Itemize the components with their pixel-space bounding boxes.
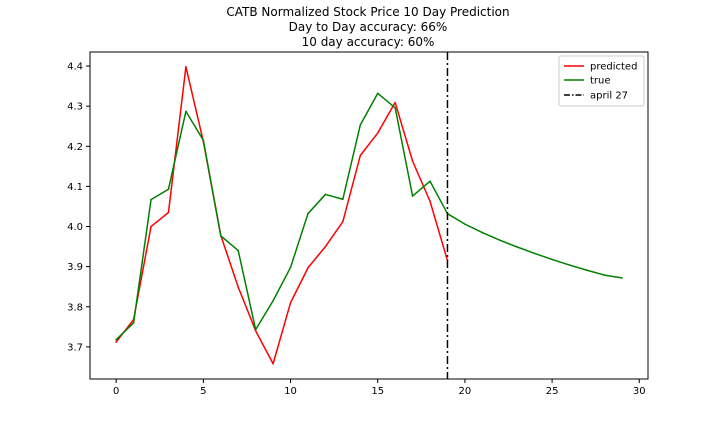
data-point-true-5 [202, 139, 205, 142]
data-point-true-20 [464, 223, 466, 225]
data-point-predicted-8 [254, 330, 257, 332]
data-point-true-27 [586, 269, 588, 272]
data-point-true-2 [150, 198, 152, 201]
data-point-true-22 [498, 239, 501, 241]
data-point-true-3 [167, 188, 170, 191]
data-point-true-26 [568, 264, 571, 266]
data-point-predicted-10 [289, 301, 292, 304]
x-tick-label-30: 30 [633, 386, 646, 397]
x-tick-label-25: 25 [546, 386, 559, 397]
title-line-1: CATB Normalized Stock Price 10 Day Predi… [226, 5, 509, 19]
data-point-true-24 [533, 252, 536, 255]
data-point-true-28 [603, 274, 606, 276]
y-tick-label-4.3: 4.3 [67, 102, 83, 113]
plot-frame [89, 51, 649, 380]
series-line-predicted [115, 66, 449, 365]
data-point-true-25 [551, 258, 553, 261]
y-tick-label-3.9: 3.9 [67, 262, 83, 273]
y-tick-label-3.8: 3.8 [67, 302, 83, 313]
y-tick-label-4.2: 4.2 [67, 142, 83, 153]
data-point-true-6 [219, 234, 222, 237]
x-tick-label-20: 20 [459, 386, 472, 397]
x-tick-label-0: 0 [113, 386, 119, 397]
data-point-true-16 [394, 106, 396, 109]
data-point-predicted-13 [342, 220, 344, 223]
data-point-predicted-18 [429, 200, 431, 203]
data-point-true-7 [237, 249, 240, 252]
legend-label-true: true [590, 76, 611, 87]
data-point-predicted-14 [359, 154, 362, 157]
data-point-predicted-0 [115, 341, 117, 343]
data-point-true-12 [324, 193, 327, 196]
data-point-true-15 [376, 92, 379, 95]
x-tick-label-15: 15 [371, 386, 384, 397]
data-point-predicted-7 [237, 286, 240, 288]
data-point-predicted-4 [185, 66, 187, 68]
y-tick-label-3.7: 3.7 [67, 342, 83, 353]
data-point-true-21 [481, 231, 484, 234]
data-point-predicted-15 [376, 132, 379, 134]
data-point-predicted-9 [272, 362, 274, 365]
x-tick-label-10: 10 [284, 386, 297, 397]
axes-layer: 0 5 10 15 20 25 30 3.7 3.8 3.9 4.0 4.1 4.2 4.3 4.4 [67, 51, 649, 397]
data-point-true-11 [307, 212, 309, 215]
data-point-predicted-2 [150, 225, 152, 228]
legend-label-predicted: predicted [590, 62, 637, 73]
legend: predicted true april 27 [558, 55, 645, 107]
data-point-true-4 [185, 110, 187, 113]
x-tick-label-5: 5 [200, 386, 206, 397]
data-point-true-29 [621, 277, 623, 279]
chart-title: CATB Normalized Stock Price 10 Day Predi… [226, 5, 509, 49]
data-point-true-14 [359, 124, 362, 126]
data-point-true-18 [429, 180, 431, 182]
data-point-true-0 [115, 338, 117, 341]
data-point-true-17 [411, 195, 414, 197]
series-line-true [115, 92, 623, 341]
title-line-3: 10 day accuracy: 60% [302, 35, 435, 49]
title-line-2: Day to Day accuracy: 66% [289, 20, 448, 34]
data-point-predicted-17 [411, 160, 414, 162]
data-point-true-23 [516, 246, 519, 248]
data-point-predicted-3 [167, 211, 170, 214]
y-tick-label-4.0: 4.0 [67, 222, 83, 233]
data-point-true-1 [132, 322, 135, 324]
y-tick-label-4.1: 4.1 [67, 182, 83, 193]
data-point-predicted-12 [324, 245, 327, 248]
y-tick-label-4.4: 4.4 [67, 62, 83, 73]
data-point-predicted-16 [394, 101, 396, 104]
legend-label-april-27: april 27 [590, 91, 628, 102]
legend-box [558, 55, 645, 107]
data-point-true-8 [254, 328, 257, 331]
data-point-true-13 [342, 198, 344, 201]
data-point-predicted-11 [307, 267, 309, 269]
series-layer [115, 52, 623, 379]
data-point-true-10 [289, 266, 292, 269]
data-point-true-9 [272, 299, 274, 302]
